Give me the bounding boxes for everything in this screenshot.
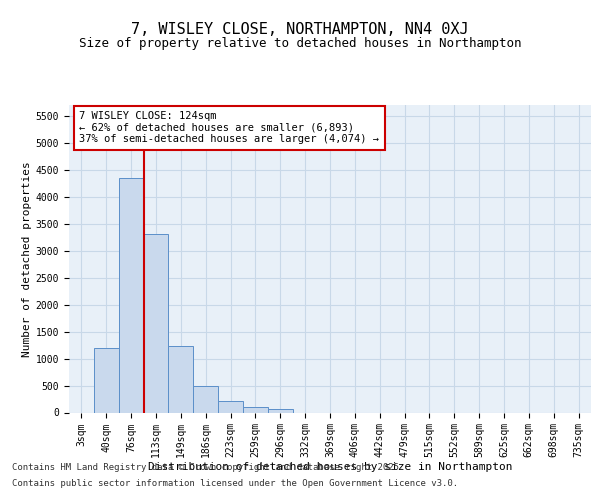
Text: Contains HM Land Registry data © Crown copyright and database right 2025.: Contains HM Land Registry data © Crown c… — [12, 464, 404, 472]
Bar — [243, 407, 268, 412]
Text: 7, WISLEY CLOSE, NORTHAMPTON, NN4 0XJ: 7, WISLEY CLOSE, NORTHAMPTON, NN4 0XJ — [131, 22, 469, 38]
Bar — [169, 346, 193, 412]
Bar — [268, 410, 293, 412]
Bar — [218, 400, 243, 412]
X-axis label: Distribution of detached houses by size in Northampton: Distribution of detached houses by size … — [148, 462, 512, 471]
Text: Contains public sector information licensed under the Open Government Licence v3: Contains public sector information licen… — [12, 478, 458, 488]
Bar — [193, 386, 218, 412]
Bar — [119, 178, 143, 412]
Bar — [143, 234, 169, 412]
Y-axis label: Number of detached properties: Number of detached properties — [22, 161, 32, 356]
Text: Size of property relative to detached houses in Northampton: Size of property relative to detached ho… — [79, 38, 521, 51]
Bar — [94, 348, 119, 412]
Text: 7 WISLEY CLOSE: 124sqm
← 62% of detached houses are smaller (6,893)
37% of semi-: 7 WISLEY CLOSE: 124sqm ← 62% of detached… — [79, 111, 379, 144]
